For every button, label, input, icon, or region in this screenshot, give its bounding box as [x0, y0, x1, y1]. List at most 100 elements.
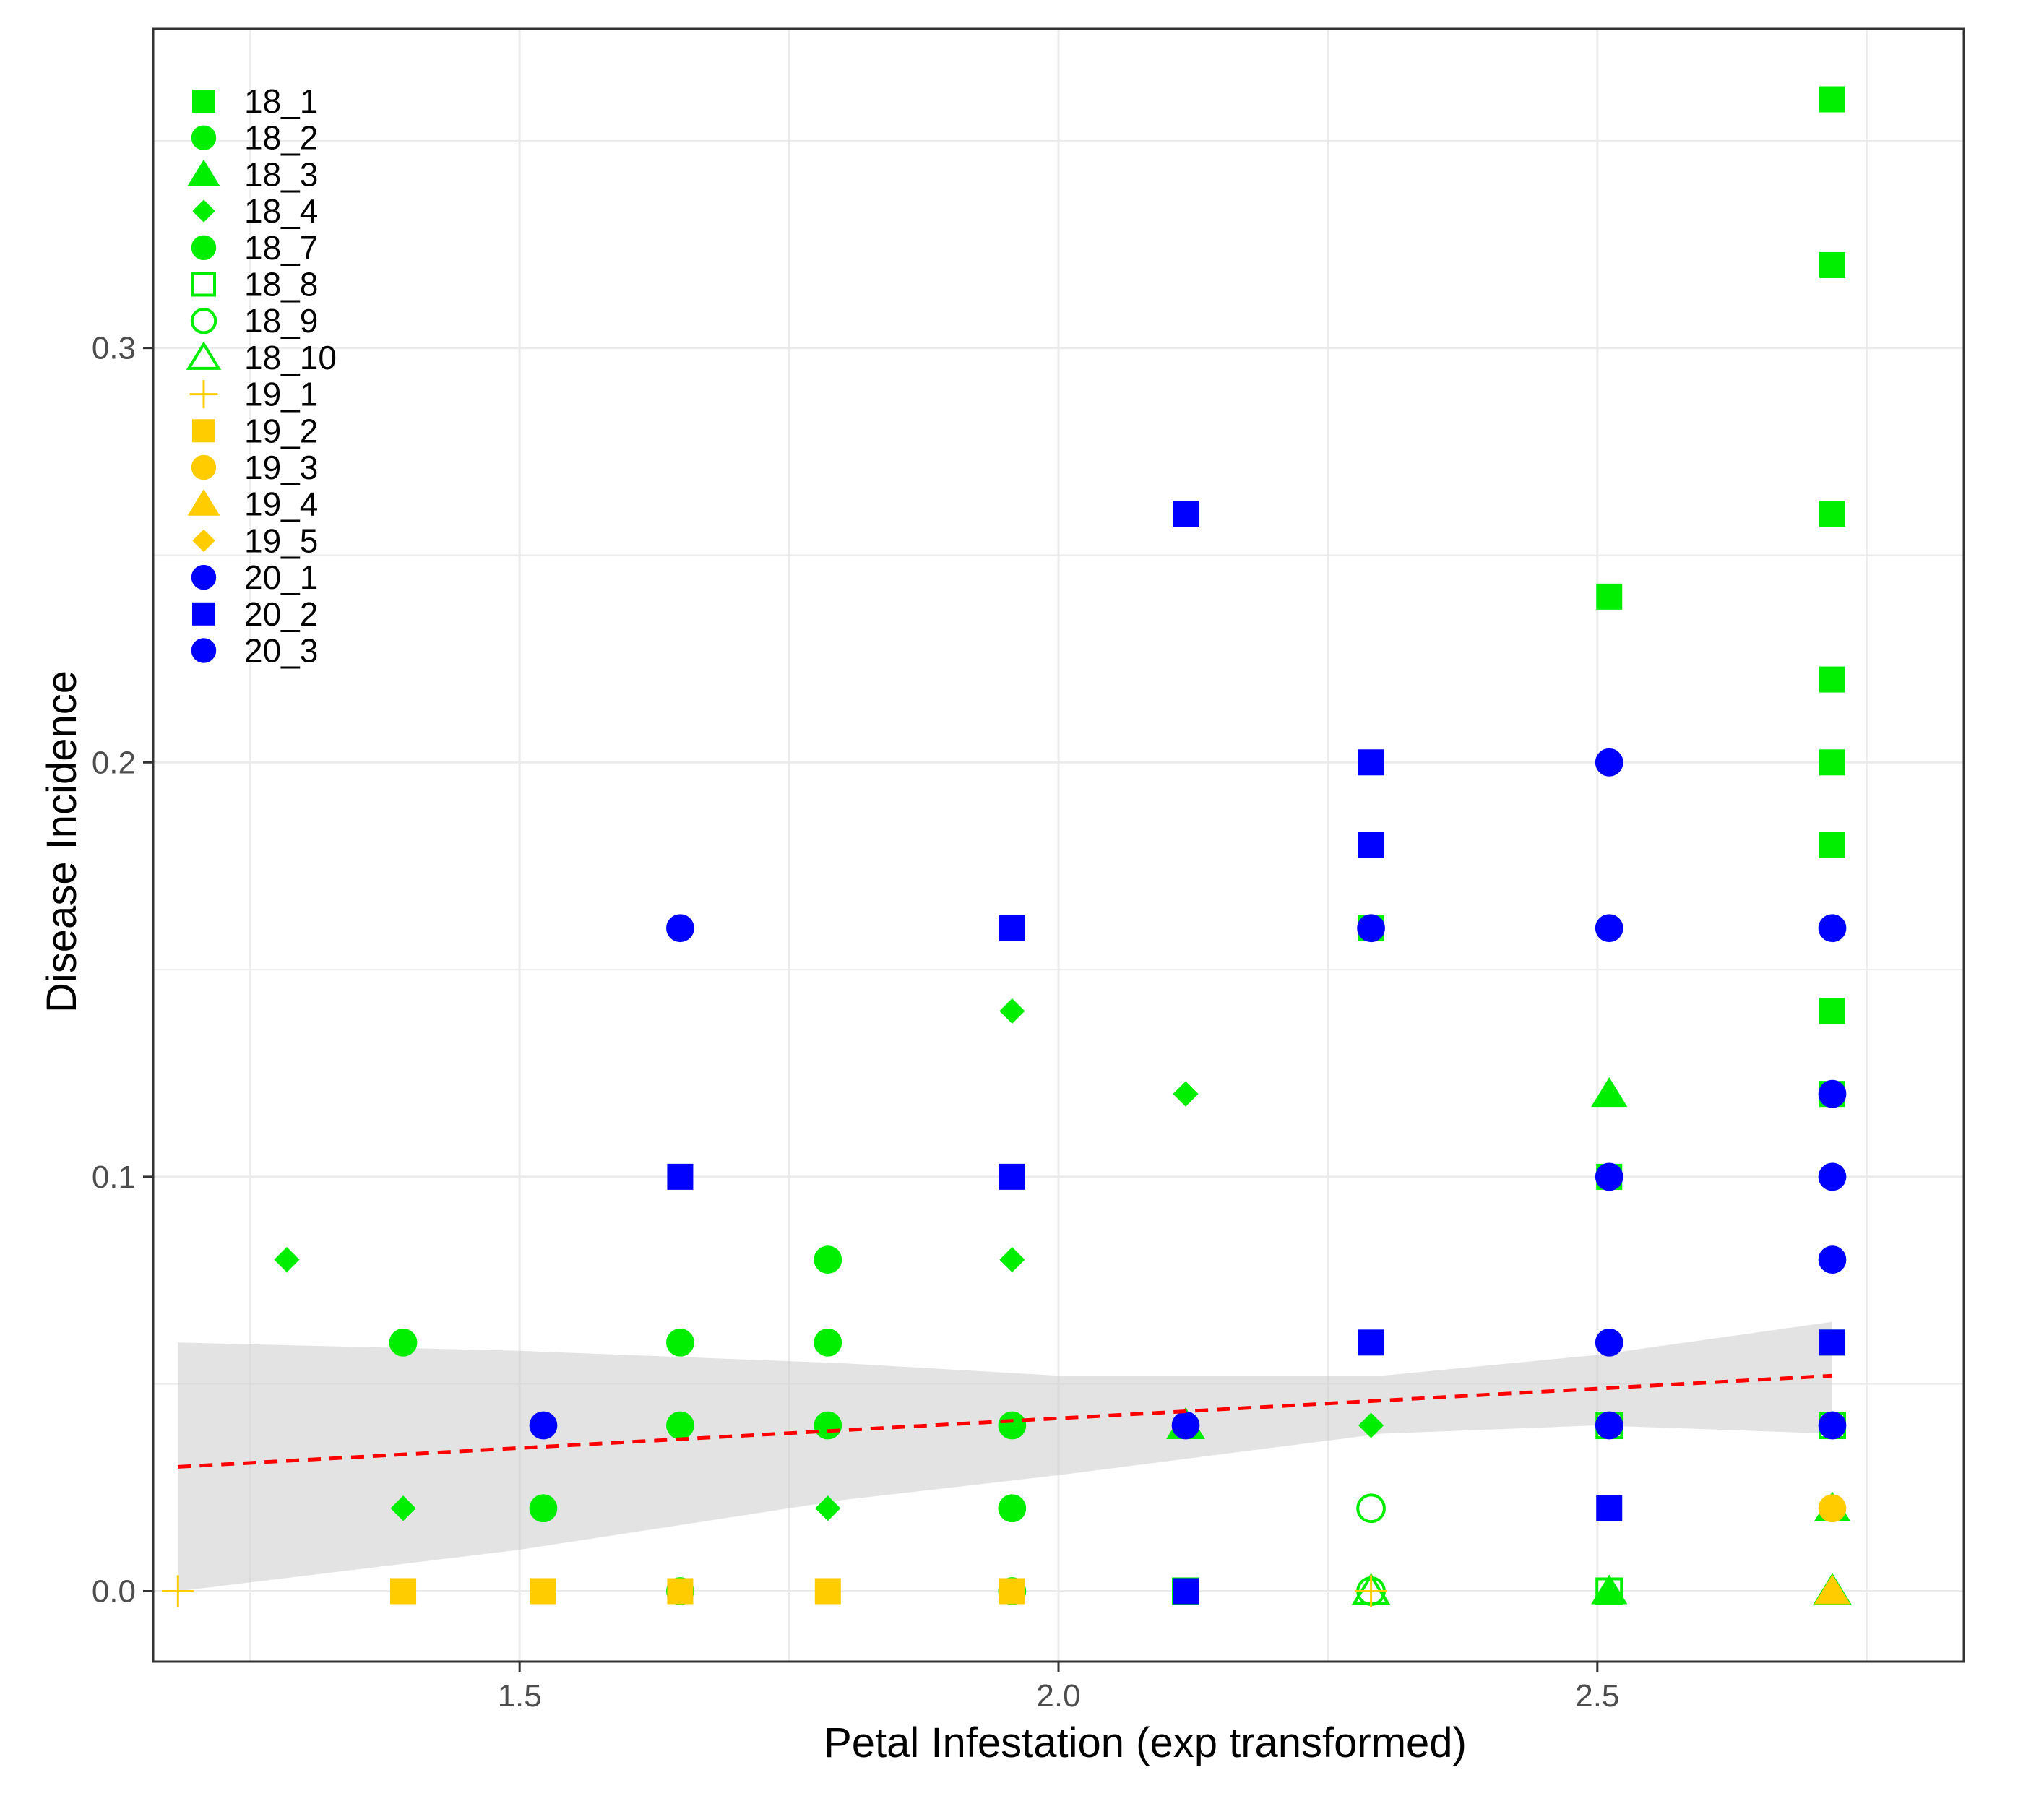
legend-item-18_9: 18_9: [190, 302, 318, 340]
legend-label-19_3: 19_3: [244, 449, 318, 486]
legend: 18_118_218_318_418_718_818_918_1019_119_…: [186, 82, 337, 670]
data-point-20_1: [1595, 748, 1623, 777]
data-point-19_3: [1818, 1494, 1847, 1523]
y-tick-label: 0.0: [92, 1573, 136, 1609]
data-point-18_1: [1819, 251, 1846, 278]
data-point-18_2: [389, 1328, 418, 1357]
data-point-18_4: [999, 1247, 1025, 1273]
data-point-18_8: [1595, 1577, 1623, 1605]
legend-item-19_1: 19_1: [189, 376, 318, 413]
data-point-18_2: [814, 1245, 842, 1274]
legend-item-19_4: 19_4: [187, 485, 318, 523]
data-point-18_4: [999, 998, 1025, 1024]
data-point-18_2: [998, 1411, 1027, 1440]
legend-label-19_1: 19_1: [244, 376, 318, 413]
legend-label-18_9: 18_9: [244, 302, 318, 340]
data-point-18_1: [1596, 583, 1623, 610]
legend-label-20_2: 20_2: [244, 595, 318, 633]
legend-key-20_3: [191, 638, 217, 663]
data-point-18_9: [1356, 1493, 1386, 1524]
data-point-18_1: [1819, 749, 1846, 776]
legend-item-20_3: 20_3: [191, 632, 318, 670]
data-point-18_2: [666, 1328, 694, 1357]
data-point-20_1: [1818, 1079, 1847, 1108]
legend-item-19_3: 19_3: [191, 449, 318, 486]
data-point-20_3: [529, 1411, 558, 1440]
data-point-20_2: [1173, 1578, 1199, 1605]
legend-label-18_8: 18_8: [244, 266, 318, 303]
data-point-20_2: [1358, 832, 1384, 858]
data-point-20_2: [1173, 501, 1199, 527]
x-axis-title: Petal Infestation (exp transformed): [824, 1719, 1467, 1766]
legend-label-18_4: 18_4: [244, 192, 318, 230]
data-point-18_1: [1819, 832, 1846, 858]
data-point-20_1: [1595, 914, 1623, 943]
data-point-18_2: [814, 1328, 842, 1357]
legend-key-19_1: [189, 380, 218, 409]
data-point-19_2: [814, 1578, 841, 1605]
data-point-19_2: [667, 1578, 694, 1605]
legend-item-18_4: 18_4: [192, 192, 318, 230]
legend-key-18_10: [186, 341, 222, 370]
data-point-18_4: [1173, 1081, 1199, 1107]
legend-key-19_3: [191, 454, 217, 480]
data-point-20_1: [666, 914, 694, 943]
data-point-20_1: [1357, 914, 1385, 943]
trend-layer: [178, 1373, 1833, 1469]
data-point-19_2: [390, 1578, 417, 1605]
confidence-band-layer: [178, 1321, 1832, 1592]
legend-key-18_7: [191, 235, 217, 260]
y-tick-label: 0.3: [92, 331, 136, 366]
x-tick-label: 2.0: [1036, 1678, 1080, 1714]
data-point-20_1: [1595, 1162, 1623, 1191]
data-point-19_1: [1355, 1575, 1387, 1607]
data-point-19_2: [999, 1578, 1025, 1605]
axes-layer: Petal Infestation (exp transformed) Dise…: [38, 331, 1619, 1766]
data-point-20_1: [1818, 914, 1847, 943]
legend-key-20_2: [192, 602, 215, 626]
data-point-20_1: [1818, 1411, 1847, 1440]
data-point-20_3: [1595, 1411, 1623, 1440]
points-layer: [162, 86, 1852, 1607]
data-point-20_2: [1358, 749, 1384, 776]
data-point-18_4: [390, 1495, 416, 1521]
legend-key-19_2: [192, 419, 215, 443]
data-point-18_4: [1358, 1412, 1384, 1438]
data-point-18_3: [1591, 1076, 1628, 1108]
data-point-18_4: [815, 1495, 841, 1521]
y-tick-label: 0.2: [92, 745, 136, 780]
legend-key-18_8: [191, 272, 216, 297]
data-point-19_1: [162, 1575, 194, 1607]
legend-label-18_7: 18_7: [244, 229, 318, 267]
legend-key-19_4: [187, 489, 220, 516]
data-point-20_1: [1818, 1162, 1847, 1191]
data-point-18_7: [998, 1494, 1027, 1523]
data-point-18_1: [1819, 86, 1846, 113]
data-point-18_4: [274, 1247, 300, 1273]
x-tick-label: 2.5: [1575, 1678, 1619, 1714]
legend-label-18_10: 18_10: [244, 339, 337, 376]
legend-item-18_8: 18_8: [191, 266, 318, 303]
legend-item-18_10: 18_10: [186, 339, 337, 376]
data-point-18_2: [814, 1411, 842, 1440]
legend-key-18_2: [191, 125, 217, 150]
data-point-18_7: [529, 1494, 558, 1523]
data-point-20_3: [1171, 1411, 1200, 1440]
legend-key-18_3: [187, 159, 220, 186]
data-point-20_2: [667, 1163, 694, 1190]
legend-item-18_3: 18_3: [187, 155, 318, 193]
legend-label-20_1: 20_1: [244, 558, 318, 596]
x-tick-label: 1.5: [498, 1678, 542, 1714]
legend-label-18_2: 18_2: [244, 119, 318, 157]
legend-label-18_3: 18_3: [244, 155, 318, 193]
data-point-20_1: [1818, 1245, 1847, 1274]
data-point-18_1: [1819, 666, 1846, 693]
legend-key-18_1: [192, 90, 215, 113]
legend-item-20_2: 20_2: [192, 595, 318, 633]
legend-label-19_2: 19_2: [244, 412, 318, 449]
trend-line: [178, 1373, 1833, 1469]
data-point-18_1: [1819, 998, 1846, 1024]
legend-label-18_1: 18_1: [244, 82, 318, 120]
data-point-18_2: [666, 1411, 694, 1440]
